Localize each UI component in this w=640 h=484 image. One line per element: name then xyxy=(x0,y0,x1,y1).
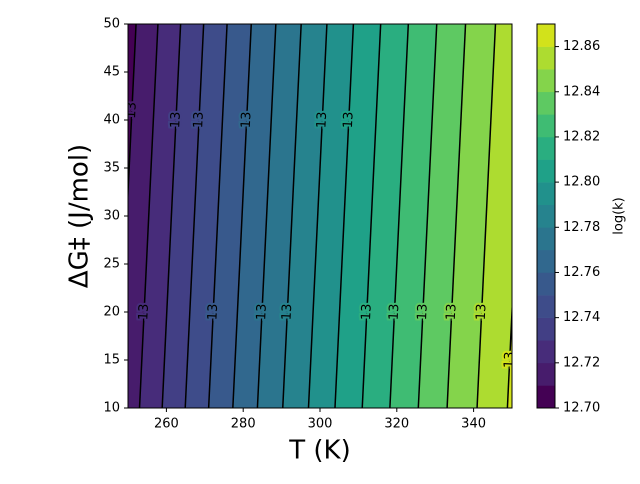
contour-label: 13 xyxy=(474,303,490,320)
contour-label: 13 xyxy=(359,303,375,320)
contour-line xyxy=(282,24,302,408)
y-axis-label: ΔG‡ (J/mol) xyxy=(65,144,95,288)
colorbar-segment xyxy=(537,317,555,341)
y-tick-label: 35 xyxy=(103,161,120,176)
colorbar-segment xyxy=(537,136,555,160)
filled-contours xyxy=(128,24,512,408)
colorbar-segment xyxy=(537,362,555,386)
contour-line xyxy=(256,24,277,408)
y-tick-label: 45 xyxy=(103,65,120,80)
colorbar-tick-label: 12.74 xyxy=(563,310,600,325)
colorbar-segment xyxy=(537,24,555,47)
x-tick-label: 300 xyxy=(308,417,333,432)
colorbar-segment xyxy=(537,249,555,273)
contour-line xyxy=(138,24,159,408)
contour-label: 13 xyxy=(341,111,357,128)
colorbar-segment xyxy=(537,46,555,70)
colorbar-tick-label: 12.72 xyxy=(563,355,600,370)
y-tick-label: 40 xyxy=(103,113,120,128)
contour-line xyxy=(506,296,512,408)
x-tick-label: 340 xyxy=(461,417,486,432)
contour-label: 13 xyxy=(136,303,152,320)
colorbar-frame xyxy=(536,23,556,409)
axes: 260 280 300 320 340 10 15 20 25 30 35 40 45 50 12.70 12… xyxy=(103,17,600,432)
contour-label: 13 xyxy=(124,102,140,119)
contour-label: 13 xyxy=(502,351,518,368)
contour-line xyxy=(128,24,137,208)
contour-label: 13 xyxy=(168,111,184,128)
contour-line xyxy=(334,24,355,408)
y-tick-label: 50 xyxy=(103,17,120,32)
contour-line xyxy=(476,24,497,408)
colorbar-tick-label: 12.82 xyxy=(563,129,600,144)
x-tick-label: 260 xyxy=(154,417,179,432)
contour-label: 13 xyxy=(387,303,403,320)
contour-label: 13 xyxy=(444,303,460,320)
colorbar-label: log(k) xyxy=(612,197,627,235)
contour-label: 13 xyxy=(415,303,431,320)
contour-line xyxy=(161,24,182,408)
contour-label: 13 xyxy=(239,111,255,128)
colorbar-segment xyxy=(537,159,555,183)
colorbar-tick-label: 12.76 xyxy=(563,265,600,280)
y-tick-label: 25 xyxy=(103,257,120,272)
y-tick-label: 15 xyxy=(103,353,120,368)
y-tick-label: 30 xyxy=(103,209,120,224)
contour-label: 13 xyxy=(314,111,330,128)
colorbar-segment xyxy=(537,204,555,228)
colorbar-tick-label: 12.84 xyxy=(563,84,600,99)
contour-line xyxy=(389,24,410,408)
x-tick-label: 320 xyxy=(384,417,409,432)
colorbar-segment xyxy=(537,69,555,93)
y-tick-label: 10 xyxy=(103,401,120,416)
colorbar-tick-label: 12.70 xyxy=(563,401,600,416)
contour-line xyxy=(207,24,228,408)
colorbar-segment xyxy=(537,385,555,409)
colorbar-tick-label: 12.80 xyxy=(563,175,600,190)
contour-line xyxy=(307,24,328,408)
colorbar-segment xyxy=(537,272,555,296)
colorbar-tick-label: 12.86 xyxy=(563,39,600,54)
colorbar-tick-label: 12.78 xyxy=(563,220,600,235)
colorbar-segment xyxy=(537,340,555,364)
x-tick-label: 280 xyxy=(231,417,256,432)
contour-line xyxy=(361,24,382,408)
colorbar-segment xyxy=(537,227,555,251)
x-axis-label: T (K) xyxy=(288,436,350,466)
colorbar-segment xyxy=(537,91,555,115)
contour-label: 13 xyxy=(191,111,207,128)
contour-line xyxy=(232,24,253,408)
contour-line xyxy=(446,24,467,408)
contour-label: 13 xyxy=(254,303,270,320)
colorbar-segment xyxy=(537,182,555,206)
contour-line xyxy=(417,24,438,408)
colorbar-segment xyxy=(537,295,555,318)
contour-lines: 13 13 13 13 13 13 13 13 13 13 13 13 13 13 13 13 xyxy=(124,24,518,408)
contour-label: 13 xyxy=(279,303,295,320)
y-tick-label: 20 xyxy=(103,305,120,320)
colorbar-segment xyxy=(537,114,555,138)
contour-label: 13 xyxy=(205,303,221,320)
contour-line xyxy=(184,24,205,408)
